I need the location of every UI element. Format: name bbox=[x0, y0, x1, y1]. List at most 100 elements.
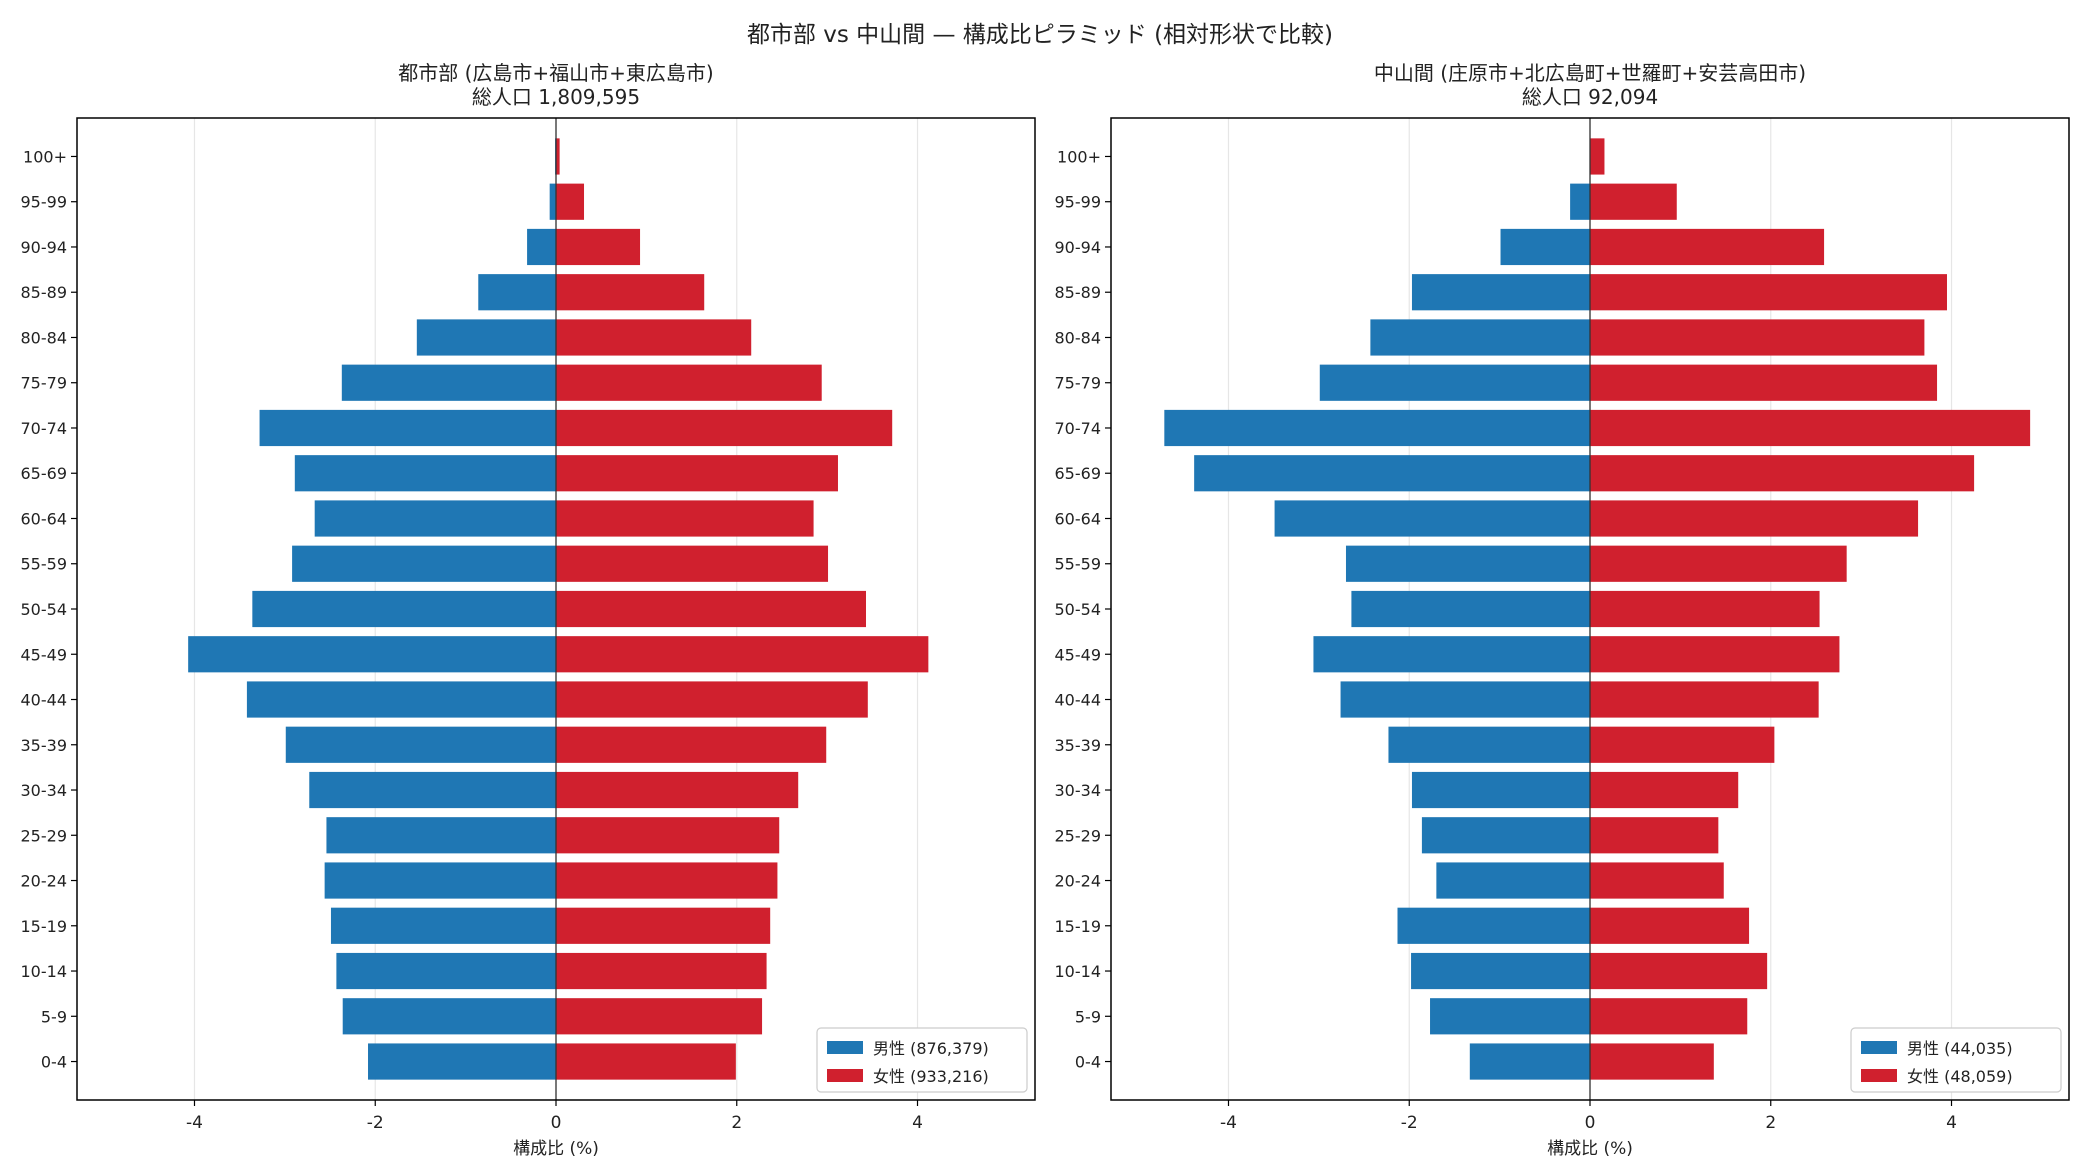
y-tick-label: 25-29 bbox=[1055, 826, 1102, 845]
y-tick-label: 10-14 bbox=[21, 962, 68, 981]
y-tick-label: 55-59 bbox=[1055, 555, 1102, 574]
legend-label-female: 女性 (933,216) bbox=[873, 1067, 989, 1086]
bar-female-30-34 bbox=[556, 771, 799, 809]
bar-male-80-84 bbox=[416, 319, 556, 356]
urban-pyramid-panel: 都市部 (広島市+福山市+東広島市)総人口 1,809,595 100+ 95-99… bbox=[21, 61, 1036, 1159]
bar-female-25-29 bbox=[1590, 817, 1719, 854]
bar-male-65-69 bbox=[1194, 455, 1590, 492]
bar-female-15-19 bbox=[556, 907, 771, 944]
figure-title: 都市部 vs 中山間 — 構成比ピラミッド (相対形状で比較) bbox=[747, 22, 1333, 48]
y-tick-label: 90-94 bbox=[1055, 238, 1102, 257]
bar-male-60-64 bbox=[314, 500, 556, 537]
y-tick-label: 45-49 bbox=[1055, 645, 1102, 664]
y-tick-label: 65-69 bbox=[1055, 464, 1102, 483]
bar-female-60-64 bbox=[556, 500, 814, 537]
bar-female-15-19 bbox=[1590, 907, 1750, 944]
y-tick-label: 60-64 bbox=[21, 509, 68, 528]
bar-male-25-29 bbox=[326, 817, 556, 854]
bar-female-10-14 bbox=[1590, 952, 1768, 990]
bar-male-55-59 bbox=[292, 545, 556, 582]
bar-male-30-34 bbox=[309, 771, 556, 809]
bar-male-50-54 bbox=[252, 590, 556, 628]
bar-male-5-9 bbox=[342, 998, 556, 1035]
bar-male-0-4 bbox=[1469, 1043, 1590, 1080]
bar-female-80-84 bbox=[1590, 319, 1925, 356]
y-tick-label: 70-74 bbox=[1055, 419, 1102, 438]
bar-female-95-99 bbox=[556, 183, 585, 220]
bar-female-35-39 bbox=[556, 726, 827, 763]
bar-male-15-19 bbox=[330, 907, 556, 944]
bar-male-45-49 bbox=[1313, 636, 1590, 673]
y-tick-label: 0-4 bbox=[1075, 1053, 1101, 1072]
bar-female-75-79 bbox=[556, 364, 822, 401]
y-tick-label: 5-9 bbox=[1075, 1007, 1101, 1026]
bar-female-65-69 bbox=[556, 455, 838, 492]
bar-male-70-74 bbox=[1164, 409, 1590, 447]
bar-male-65-69 bbox=[294, 455, 556, 492]
y-tick-label: 85-89 bbox=[1055, 283, 1102, 302]
y-tick-label: 40-44 bbox=[21, 691, 68, 710]
x-axis-label: 構成比 (%) bbox=[513, 1139, 599, 1159]
bar-female-35-39 bbox=[1590, 726, 1775, 763]
bar-male-90-94 bbox=[1500, 228, 1590, 266]
y-tick-label: 45-49 bbox=[21, 645, 68, 664]
bar-male-80-84 bbox=[1370, 319, 1590, 356]
bar-male-0-4 bbox=[368, 1043, 556, 1080]
bar-male-10-14 bbox=[1411, 952, 1590, 990]
bar-male-60-64 bbox=[1274, 500, 1590, 537]
bar-male-35-39 bbox=[285, 726, 556, 763]
bar-female-10-14 bbox=[556, 952, 767, 990]
y-tick-label: 95-99 bbox=[1055, 193, 1102, 212]
bar-male-20-24 bbox=[1436, 862, 1590, 899]
bar-female-55-59 bbox=[1590, 545, 1847, 582]
y-tick-label: 20-24 bbox=[1055, 872, 1102, 891]
y-tick-label: 30-34 bbox=[1055, 781, 1102, 800]
bar-female-20-24 bbox=[1590, 862, 1724, 899]
legend-swatch-female bbox=[1861, 1069, 1897, 1082]
bar-female-75-79 bbox=[1590, 364, 1938, 401]
bar-male-50-54 bbox=[1351, 590, 1590, 628]
y-tick-label: 80-84 bbox=[1055, 328, 1102, 347]
legend-swatch-male bbox=[1861, 1041, 1897, 1054]
bar-female-65-69 bbox=[1590, 455, 1975, 492]
rural-pyramid-panel: 中山間 (庄原市+北広島町+世羅町+安芸高田市)総人口 92,094 100+ 95… bbox=[1055, 61, 2070, 1159]
bar-female-80-84 bbox=[556, 319, 752, 356]
bar-female-25-29 bbox=[556, 817, 780, 854]
bar-male-30-34 bbox=[1411, 771, 1590, 809]
bar-male-5-9 bbox=[1430, 998, 1590, 1035]
bar-male-85-89 bbox=[478, 274, 556, 311]
bar-male-45-49 bbox=[188, 636, 556, 673]
bar-male-95-99 bbox=[1570, 183, 1590, 220]
x-tick-label: 2 bbox=[731, 1113, 742, 1133]
bar-female-50-54 bbox=[1590, 590, 1820, 628]
bar-male-75-79 bbox=[1319, 364, 1590, 401]
y-tick-label: 60-64 bbox=[1055, 509, 1102, 528]
bar-female-50-54 bbox=[556, 590, 866, 628]
x-tick-label: 4 bbox=[1946, 1113, 1957, 1133]
bar-female-30-34 bbox=[1590, 771, 1739, 809]
y-tick-label: 100+ bbox=[23, 147, 67, 166]
legend-box bbox=[816, 1027, 1028, 1093]
x-tick-label: 0 bbox=[551, 1113, 562, 1133]
bar-male-15-19 bbox=[1397, 907, 1590, 944]
bar-male-10-14 bbox=[336, 952, 556, 990]
legend: 男性 (44,035) 女性 (48,059) bbox=[1850, 1027, 2062, 1093]
bar-female-70-74 bbox=[1590, 409, 2031, 447]
bar-female-55-59 bbox=[556, 545, 829, 582]
y-tick-label: 5-9 bbox=[41, 1007, 67, 1026]
y-tick-label: 85-89 bbox=[21, 283, 68, 302]
x-axis-label: 構成比 (%) bbox=[1547, 1139, 1633, 1159]
bar-female-60-64 bbox=[1590, 500, 1919, 537]
x-tick-label: 0 bbox=[1585, 1113, 1596, 1133]
y-tick-label: 35-39 bbox=[21, 736, 68, 755]
legend-label-female: 女性 (48,059) bbox=[1907, 1067, 2013, 1086]
bar-female-5-9 bbox=[556, 998, 763, 1035]
bar-female-100+ bbox=[556, 138, 560, 175]
x-tick-label: -2 bbox=[367, 1113, 384, 1133]
bar-female-90-94 bbox=[1590, 228, 1825, 266]
y-tick-label: 65-69 bbox=[21, 464, 68, 483]
x-tick-label: -2 bbox=[1401, 1113, 1418, 1133]
bar-male-40-44 bbox=[246, 681, 557, 718]
bar-female-85-89 bbox=[556, 274, 705, 311]
